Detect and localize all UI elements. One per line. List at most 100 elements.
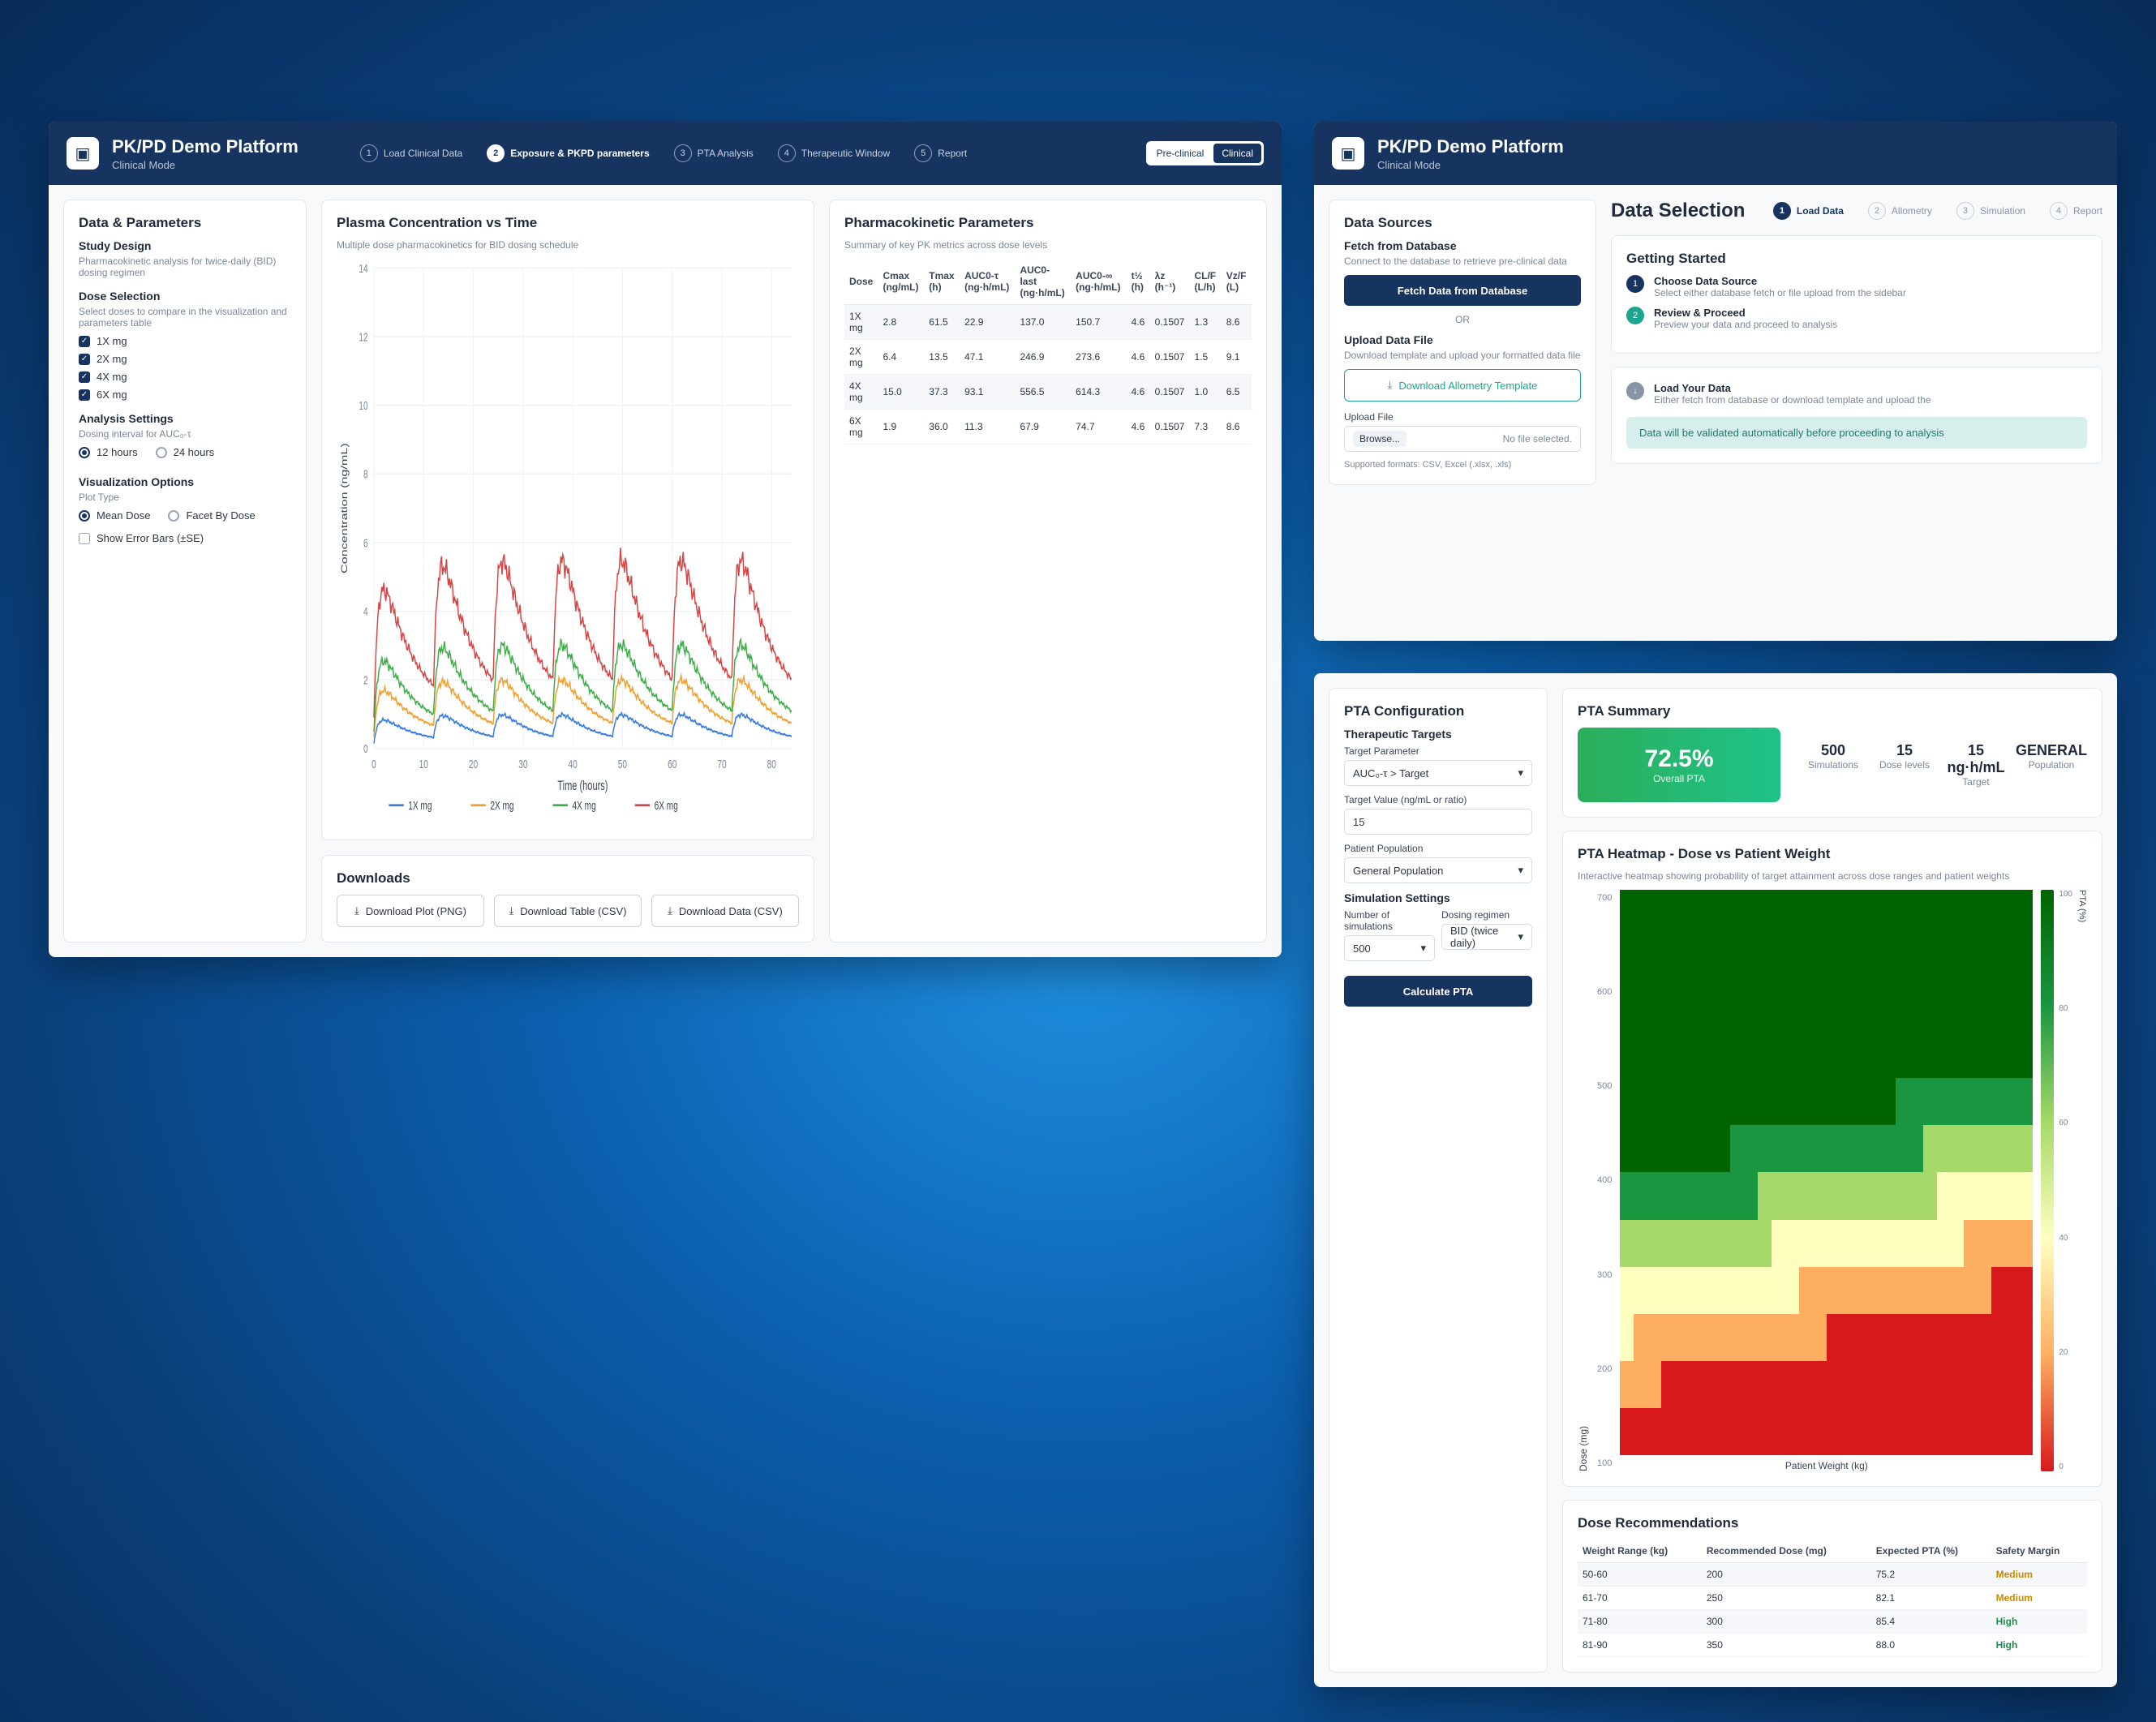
plot-facet-radio[interactable]: Facet By Dose [168, 509, 256, 522]
heatmap-cell[interactable] [1991, 1078, 2006, 1126]
heatmap-cell[interactable] [1771, 1266, 1785, 1314]
heatmap-cell[interactable] [1964, 890, 1978, 938]
heatmap-cell[interactable] [1784, 1266, 1799, 1314]
heatmap-cell[interactable] [1826, 984, 1840, 1032]
heatmap-cell[interactable] [1730, 1125, 1745, 1173]
heatmap-cell[interactable] [1922, 1313, 1937, 1361]
heatmap-cell[interactable] [1936, 1172, 1951, 1220]
heatmap-cell[interactable] [2005, 890, 2020, 938]
heatmap-cell[interactable] [1661, 984, 1676, 1032]
heatmap-cell[interactable] [1840, 1266, 1854, 1314]
heatmap-cell[interactable] [1661, 1172, 1676, 1220]
heatmap-cell[interactable] [1964, 937, 1978, 985]
heatmap-cell[interactable] [1826, 937, 1840, 985]
heatmap-cell[interactable] [1922, 1078, 1937, 1126]
heatmap-cell[interactable] [1853, 1266, 1868, 1314]
heatmap-cell[interactable] [1620, 984, 1634, 1032]
heatmap-cell[interactable] [1978, 1266, 1992, 1314]
heatmap-cell[interactable] [1634, 1172, 1648, 1220]
download-template-button[interactable]: ⤓ Download Allometry Template [1344, 369, 1581, 402]
heatmap-cell[interactable] [1744, 1360, 1758, 1408]
heatmap-cell[interactable] [1909, 1125, 1923, 1173]
step-4[interactable]: 4 Therapeutic Window [777, 144, 890, 162]
heatmap-cell[interactable] [1881, 984, 1896, 1032]
heatmap-cell[interactable] [1620, 1078, 1634, 1126]
heatmap-cell[interactable] [1853, 1407, 1868, 1455]
heatmap-cell[interactable] [1730, 1031, 1745, 1079]
heatmap-cell[interactable] [1784, 890, 1799, 938]
heatmap-cell[interactable] [1881, 1172, 1896, 1220]
heatmap-cell[interactable] [1784, 1031, 1799, 1079]
heatmap-cell[interactable] [1867, 937, 1882, 985]
heatmap-cell[interactable] [1730, 1266, 1745, 1314]
heatmap-cell[interactable] [1978, 1219, 1992, 1267]
heatmap-cell[interactable] [1730, 1172, 1745, 1220]
heatmap-cell[interactable] [1991, 1125, 2006, 1173]
heatmap-cell[interactable] [1689, 1407, 1703, 1455]
clinical-toggle[interactable]: Clinical [1213, 144, 1261, 163]
heatmap-cell[interactable] [1689, 984, 1703, 1032]
heatmap-cell[interactable] [2019, 1219, 2034, 1267]
heatmap-cell[interactable] [1991, 984, 2006, 1032]
heatmap-cell[interactable] [1964, 1172, 1978, 1220]
heatmap-cell[interactable] [1798, 1172, 1813, 1220]
step-1[interactable]: 1 Load Clinical Data [359, 144, 462, 162]
heatmap-cell[interactable] [1991, 1313, 2006, 1361]
heatmap-cell[interactable] [1936, 1266, 1951, 1314]
step-2[interactable]: 2 Allometry [1867, 202, 1932, 220]
heatmap-cell[interactable] [1689, 1360, 1703, 1408]
heatmap-cell[interactable] [1853, 1360, 1868, 1408]
heatmap-cell[interactable] [1744, 1125, 1758, 1173]
heatmap-cell[interactable] [1758, 1172, 1772, 1220]
heatmap-cell[interactable] [2019, 937, 2034, 985]
heatmap-cell[interactable] [1895, 1219, 1909, 1267]
heatmap-cell[interactable] [2019, 984, 2034, 1032]
heatmap-cell[interactable] [1730, 890, 1745, 938]
heatmap-cell[interactable] [1812, 1078, 1827, 1126]
heatmap-cell[interactable] [1867, 1078, 1882, 1126]
heatmap-cell[interactable] [1978, 1031, 1992, 1079]
heatmap-cell[interactable] [1784, 1360, 1799, 1408]
heatmap-cell[interactable] [2019, 890, 2034, 938]
heatmap-cell[interactable] [1758, 1219, 1772, 1267]
heatmap-cell[interactable] [1922, 1360, 1937, 1408]
heatmap-cell[interactable] [1634, 937, 1648, 985]
heatmap-cell[interactable] [1634, 1125, 1648, 1173]
heatmap-cell[interactable] [1978, 1313, 1992, 1361]
heatmap-cell[interactable] [1703, 1125, 1717, 1173]
heatmap-cell[interactable] [1647, 937, 1662, 985]
step-1[interactable]: 1 Load Data [1772, 202, 1844, 220]
heatmap-cell[interactable] [1703, 1407, 1717, 1455]
heatmap-cell[interactable] [1784, 1313, 1799, 1361]
heatmap-cell[interactable] [1909, 1313, 1923, 1361]
heatmap-cell[interactable] [1634, 1360, 1648, 1408]
heatmap-cell[interactable] [1950, 1078, 1965, 1126]
heatmap-cell[interactable] [1964, 1219, 1978, 1267]
heatmap-cell[interactable] [1853, 890, 1868, 938]
heatmap-cell[interactable] [1620, 1407, 1634, 1455]
heatmap-cell[interactable] [1798, 1313, 1813, 1361]
heatmap-cell[interactable] [1895, 1360, 1909, 1408]
heatmap-cell[interactable] [1661, 1031, 1676, 1079]
heatmap-cell[interactable] [1922, 1031, 1937, 1079]
heatmap-cell[interactable] [1675, 1266, 1690, 1314]
heatmap-cell[interactable] [1936, 1078, 1951, 1126]
heatmap-cell[interactable] [1689, 1219, 1703, 1267]
heatmap-cell[interactable] [1771, 1360, 1785, 1408]
heatmap-cell[interactable] [1661, 1360, 1676, 1408]
heatmap-cell[interactable] [1730, 1313, 1745, 1361]
heatmap-cell[interactable] [1661, 890, 1676, 938]
heatmap-cell[interactable] [1909, 1219, 1923, 1267]
heatmap-cell[interactable] [1964, 1266, 1978, 1314]
heatmap-cell[interactable] [1634, 1407, 1648, 1455]
plasma-concentration-chart[interactable]: 0 2 4 6 8 10 12 14 0 10 20 30 40 50 60 70 80 Time (hours)… [337, 257, 799, 825]
heatmap-cell[interactable] [1826, 1172, 1840, 1220]
heatmap-cell[interactable] [1647, 890, 1662, 938]
error-bars-checkbox[interactable]: Show Error Bars (±SE) [79, 532, 291, 544]
heatmap-cell[interactable] [1620, 1266, 1634, 1314]
heatmap-cell[interactable] [1647, 1172, 1662, 1220]
heatmap-cell[interactable] [1978, 1125, 1992, 1173]
step-2[interactable]: 2 Exposure & PKPD parameters [487, 144, 650, 162]
heatmap-cell[interactable] [1661, 1078, 1676, 1126]
heatmap-cell[interactable] [1853, 1078, 1868, 1126]
